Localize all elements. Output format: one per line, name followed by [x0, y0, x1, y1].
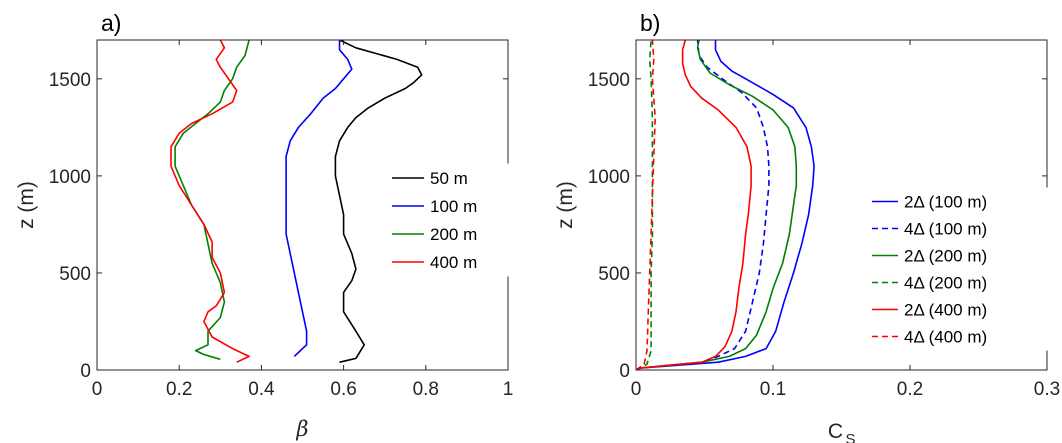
x-tick-label: 0.1	[760, 379, 786, 400]
legend-entry: 4Δ (100 m)	[904, 220, 987, 239]
x-tick-label: 0.6	[330, 379, 356, 400]
legend-entry: 50 m	[430, 169, 468, 188]
y-tick-label: 500	[59, 264, 91, 285]
legend-entry: 4Δ (400 m)	[904, 328, 987, 347]
series-line-2	[285, 40, 353, 357]
series-line-1	[334, 40, 423, 363]
x-axis-label: β	[295, 417, 308, 441]
y-tick-label: 1000	[49, 167, 91, 188]
panel-label: b)	[640, 10, 660, 36]
legend-entry: 100 m	[430, 197, 477, 216]
series-group	[636, 40, 815, 370]
legend-entry: 4Δ (200 m)	[904, 274, 987, 293]
legend: 2Δ (100 m) 4Δ (100 m) 2Δ (200 m) 4Δ (200 m)…	[865, 187, 1048, 351]
legend-entry: 2Δ (100 m)	[904, 193, 987, 212]
y-tick-label: 1500	[588, 70, 630, 91]
x-tick-label: 1	[503, 379, 514, 400]
series-line-6	[636, 40, 656, 370]
y-axis-label: z (m)	[15, 181, 38, 229]
legend-box	[385, 163, 509, 277]
y-tick-label: 1000	[588, 167, 630, 188]
y-tick-label: 1500	[49, 70, 91, 91]
x-tick-label: 0.4	[248, 379, 275, 400]
legend-entry: 2Δ (400 m)	[904, 301, 987, 320]
series-line-3	[174, 40, 250, 361]
x-tick-label: 0.2	[166, 379, 192, 400]
x-tick-label: 0	[92, 379, 103, 400]
legend-entry: 400 m	[430, 253, 477, 272]
series-line-4	[636, 40, 654, 370]
legend-entry: 2Δ (200 m)	[904, 247, 987, 266]
y-axis-label: z (m)	[554, 181, 577, 229]
panel-label: a)	[101, 10, 121, 36]
x-tick-label: 0.2	[897, 379, 923, 400]
x-axis-label: C	[828, 420, 843, 443]
series-line-3	[636, 40, 798, 370]
legend-box	[865, 187, 1048, 351]
y-tick-label: 0	[80, 361, 91, 382]
series-line-5	[636, 40, 752, 370]
panel-a-chart: 0 0.2 0.4 0.6 0.8 1 0 500 1000 1500 z (m) β a) 50 m 10…	[15, 10, 513, 441]
x-tick-label: 0.8	[413, 379, 439, 400]
x-axis-label-subscript: S	[845, 431, 855, 443]
x-tick-label: 0.3	[1034, 379, 1060, 400]
x-tick-label: 0	[631, 379, 642, 400]
series-line-1	[636, 40, 815, 370]
legend-entry: 200 m	[430, 225, 477, 244]
series-group	[170, 40, 423, 363]
panel-b-chart: 0 0.1 0.2 0.3 0 500 1000 1500 z (m) C Sb) 2Δ (100 m…	[554, 10, 1060, 443]
y-tick-label: 500	[598, 264, 630, 285]
series-line-2	[636, 40, 770, 370]
series-line-4	[170, 40, 250, 363]
y-tick-label: 0	[619, 361, 630, 382]
legend: 50 m 100 m 200 m 400 m	[385, 163, 509, 277]
